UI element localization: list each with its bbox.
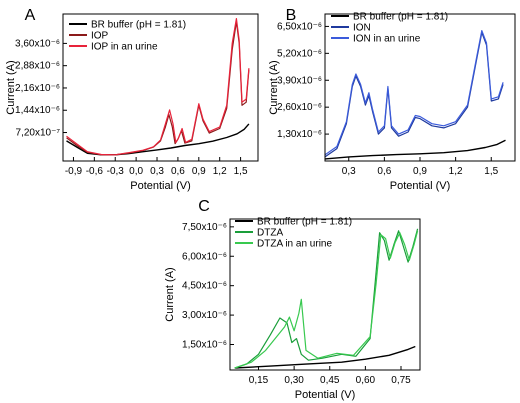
legend-label: IOP: [91, 31, 109, 42]
x-axis-title: Potential (V): [295, 389, 356, 401]
y-tick-label: 7,50x10⁻⁶: [182, 222, 227, 233]
x-tick-label: 0,6: [377, 166, 391, 177]
y-axis-title: Current (A): [164, 267, 176, 321]
y-axis-title: Current (A): [268, 60, 280, 114]
x-tick-label: 0,9: [413, 166, 427, 177]
y-tick-label: 3,00x10⁻⁶: [182, 310, 227, 321]
y-tick-label: 6,00x10⁻⁶: [182, 251, 227, 262]
y-tick-label: 6,50x10⁻⁶: [277, 21, 322, 32]
x-tick-label: 0,6: [171, 166, 185, 177]
x-tick-label: 0,3: [150, 166, 164, 177]
y-tick-label: 2,60x10⁻⁶: [277, 102, 322, 113]
series-group: [66, 18, 250, 156]
legend-label: ION: [353, 23, 371, 34]
series-line-1: [234, 228, 419, 369]
series-line-2: [234, 230, 419, 369]
x-tick-label: 0,9: [192, 166, 206, 177]
series-group: [325, 30, 506, 160]
series-line-0: [66, 123, 250, 156]
plot-frame: [229, 218, 421, 371]
y-tick-label: 1,30x10⁻⁶: [277, 129, 322, 140]
x-axis-title: Potential (V): [130, 180, 191, 192]
x-tick-label: -0,3: [107, 166, 125, 177]
y-tick-label: 7,20x10⁻⁷: [16, 128, 61, 139]
y-tick-label: 3,90x10⁻⁶: [277, 75, 322, 86]
x-tick-label: 1,2: [213, 166, 227, 177]
legend-label: BR buffer (pH = 1.81): [353, 12, 448, 23]
y-tick-label: 2,88x10⁻⁶: [15, 61, 60, 72]
y-tick-label: 1,44x10⁻⁶: [15, 105, 60, 116]
chart-panel-b: B 0,3 0,6 0,9 1,2 1,5 1,30x10⁻⁶ 2,60x10⁻⁶ 3,90x1…: [268, 7, 516, 192]
x-tick-label: 0,3: [342, 166, 356, 177]
x-tick-label: -0,6: [86, 166, 104, 177]
x-tick-label: 0,15: [249, 375, 269, 386]
y-tick-label: 5,20x10⁻⁶: [277, 48, 322, 59]
series-line-1: [325, 31, 504, 158]
legend-label: ION in an urine: [353, 34, 421, 45]
legend-label: BR buffer (pH = 1.81): [91, 20, 186, 31]
x-axis-title: Potential (V): [390, 180, 451, 192]
legend-label: DTZA: [257, 228, 283, 239]
x-tick-label: 0,60: [356, 375, 376, 386]
y-tick-label: 1,50x10⁻⁶: [182, 340, 227, 351]
x-tick-label: 0,75: [391, 375, 411, 386]
y-tick-label: 3,60x10⁻⁶: [15, 38, 60, 49]
series-line-0: [325, 139, 506, 160]
y-tick-label: 2,16x10⁻⁶: [15, 83, 60, 94]
chart-panel-a: A -0,9 -0,6 -0,3 0,0 0,3 0,6 0,9 1,2 1,5 7,20x10⁻⁷…: [5, 7, 259, 192]
x-tick-label: 0,0: [129, 166, 143, 177]
x-tick-label: 0,45: [320, 375, 340, 386]
legend-label: DTZA in an urine: [257, 239, 332, 250]
panel-letter: A: [25, 7, 36, 24]
x-tick-label: 0,30: [284, 375, 304, 386]
x-tick-label: -0,9: [65, 166, 83, 177]
panel-letter: B: [286, 7, 297, 24]
x-tick-label: 1,5: [484, 166, 498, 177]
series-group: [234, 228, 419, 369]
chart-panel-c: C 0,15 0,30 0,45 0,60 0,75 1,50x10⁻⁶ 3,00x10⁻⁶ 4…: [164, 198, 421, 401]
x-tick-label: 1,2: [449, 166, 463, 177]
series-line-0: [234, 345, 416, 369]
series-line-2: [66, 18, 250, 156]
panel-letter: C: [198, 198, 210, 215]
y-tick-label: 4,50x10⁻⁶: [182, 281, 227, 292]
legend-label: BR buffer (pH = 1.81): [257, 217, 352, 228]
x-tick-label: 1,5: [234, 166, 248, 177]
series-line-2: [325, 30, 504, 156]
y-axis-title: Current (A): [5, 60, 17, 114]
legend-label: IOP in an urine: [91, 42, 158, 53]
